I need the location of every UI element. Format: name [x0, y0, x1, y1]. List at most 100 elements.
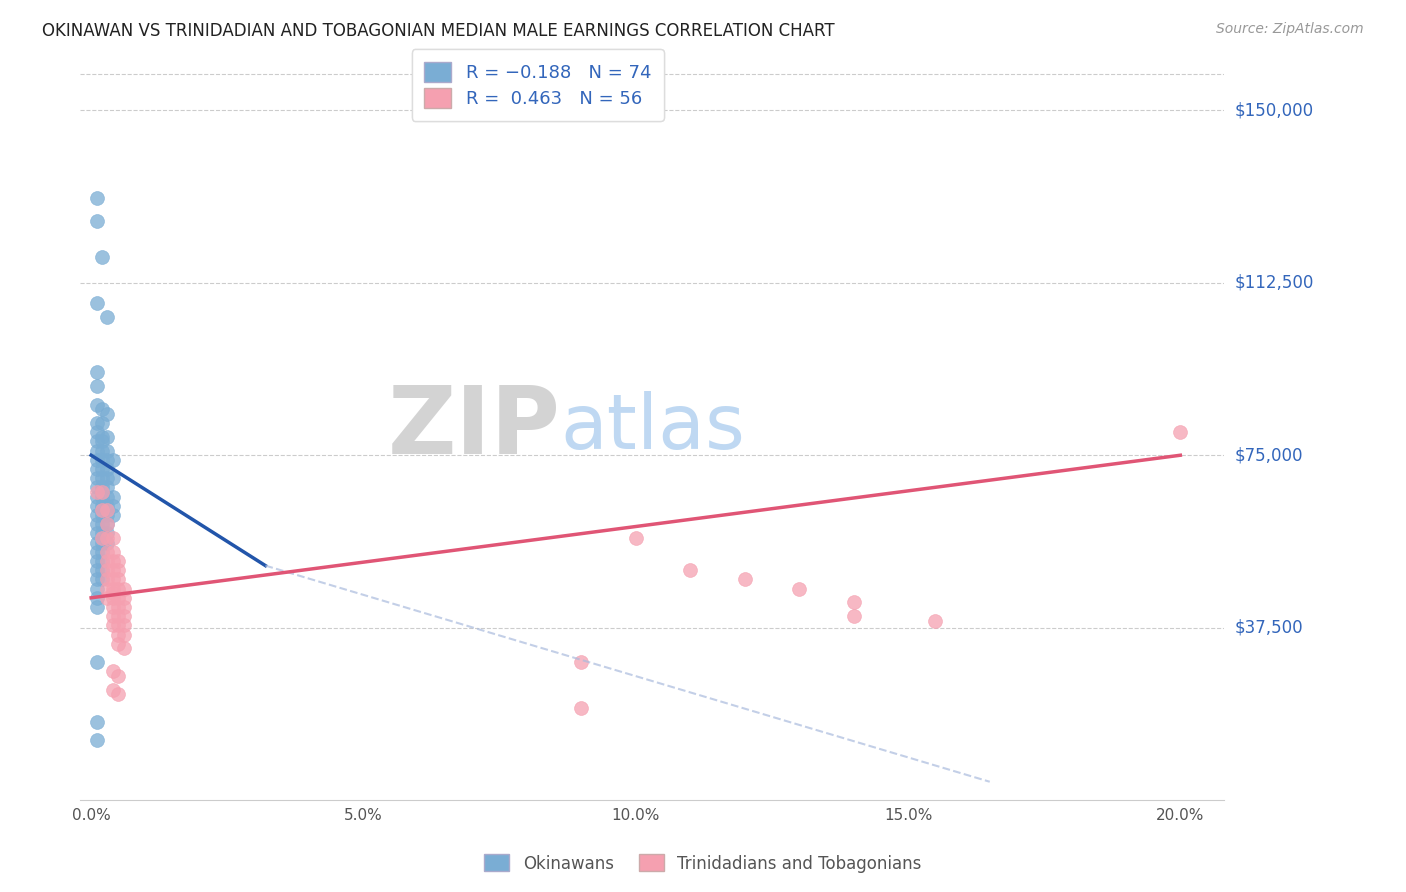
Point — [91, 563, 114, 577]
Point — [86, 526, 108, 541]
Point — [86, 398, 108, 412]
Point — [91, 462, 114, 476]
Text: $37,500: $37,500 — [1234, 619, 1303, 637]
Point — [101, 554, 124, 568]
Point — [101, 586, 124, 600]
Point — [86, 714, 108, 729]
Point — [101, 508, 124, 522]
Point — [96, 310, 118, 325]
Point — [101, 618, 124, 632]
Point — [86, 471, 108, 485]
Point — [86, 573, 108, 587]
Point — [924, 614, 946, 628]
Point — [91, 485, 114, 500]
Point — [86, 416, 108, 430]
Point — [96, 554, 118, 568]
Point — [96, 407, 118, 421]
Point — [86, 213, 108, 227]
Point — [86, 480, 108, 494]
Legend: Okinawans, Trinidadians and Tobagonians: Okinawans, Trinidadians and Tobagonians — [478, 847, 928, 880]
Point — [112, 599, 135, 614]
Point — [101, 591, 124, 605]
Point — [86, 582, 108, 596]
Point — [91, 554, 114, 568]
Point — [86, 485, 108, 500]
Point — [101, 665, 124, 679]
Text: $75,000: $75,000 — [1234, 446, 1303, 464]
Point — [91, 517, 114, 532]
Point — [91, 490, 114, 504]
Point — [96, 573, 118, 587]
Point — [107, 637, 129, 651]
Text: $112,500: $112,500 — [1234, 274, 1315, 292]
Point — [101, 453, 124, 467]
Point — [91, 508, 114, 522]
Point — [101, 582, 124, 596]
Point — [107, 687, 129, 701]
Point — [107, 599, 129, 614]
Text: $150,000: $150,000 — [1234, 102, 1315, 120]
Point — [86, 545, 108, 559]
Point — [107, 609, 129, 624]
Point — [86, 554, 108, 568]
Point — [101, 682, 124, 697]
Point — [112, 591, 135, 605]
Point — [91, 573, 114, 587]
Point — [107, 627, 129, 641]
Point — [91, 531, 114, 545]
Point — [91, 430, 114, 444]
Point — [569, 655, 592, 669]
Point — [96, 517, 118, 532]
Point — [101, 609, 124, 624]
Point — [91, 416, 114, 430]
Point — [86, 599, 108, 614]
Point — [96, 453, 118, 467]
Point — [91, 499, 114, 513]
Point — [101, 490, 124, 504]
Point — [96, 430, 118, 444]
Point — [842, 609, 865, 624]
Point — [112, 627, 135, 641]
Point — [107, 554, 129, 568]
Point — [96, 563, 118, 577]
Point — [101, 499, 124, 513]
Point — [86, 379, 108, 393]
Point — [86, 655, 108, 669]
Point — [86, 563, 108, 577]
Point — [91, 453, 114, 467]
Point — [96, 508, 118, 522]
Text: atlas: atlas — [561, 391, 745, 465]
Text: OKINAWAN VS TRINIDADIAN AND TOBAGONIAN MEDIAN MALE EARNINGS CORRELATION CHART: OKINAWAN VS TRINIDADIAN AND TOBAGONIAN M… — [42, 22, 835, 40]
Point — [96, 582, 118, 596]
Point — [101, 563, 124, 577]
Point — [86, 490, 108, 504]
Point — [96, 531, 118, 545]
Point — [86, 434, 108, 449]
Point — [91, 545, 114, 559]
Legend: R = −0.188   N = 74, R =  0.463   N = 56: R = −0.188 N = 74, R = 0.463 N = 56 — [412, 49, 664, 120]
Point — [107, 591, 129, 605]
Point — [734, 573, 756, 587]
Point — [107, 573, 129, 587]
Point — [842, 595, 865, 609]
Point — [96, 443, 118, 458]
Point — [624, 531, 647, 545]
Point — [86, 453, 108, 467]
Point — [107, 582, 129, 596]
Point — [101, 545, 124, 559]
Point — [107, 669, 129, 683]
Point — [86, 443, 108, 458]
Point — [569, 701, 592, 715]
Point — [96, 499, 118, 513]
Point — [86, 191, 108, 205]
Point — [96, 545, 118, 559]
Point — [86, 296, 108, 310]
Point — [96, 471, 118, 485]
Point — [91, 471, 114, 485]
Text: Source: ZipAtlas.com: Source: ZipAtlas.com — [1216, 22, 1364, 37]
Point — [91, 503, 114, 517]
Point — [101, 471, 124, 485]
Point — [86, 499, 108, 513]
Point — [86, 425, 108, 440]
Point — [96, 480, 118, 494]
